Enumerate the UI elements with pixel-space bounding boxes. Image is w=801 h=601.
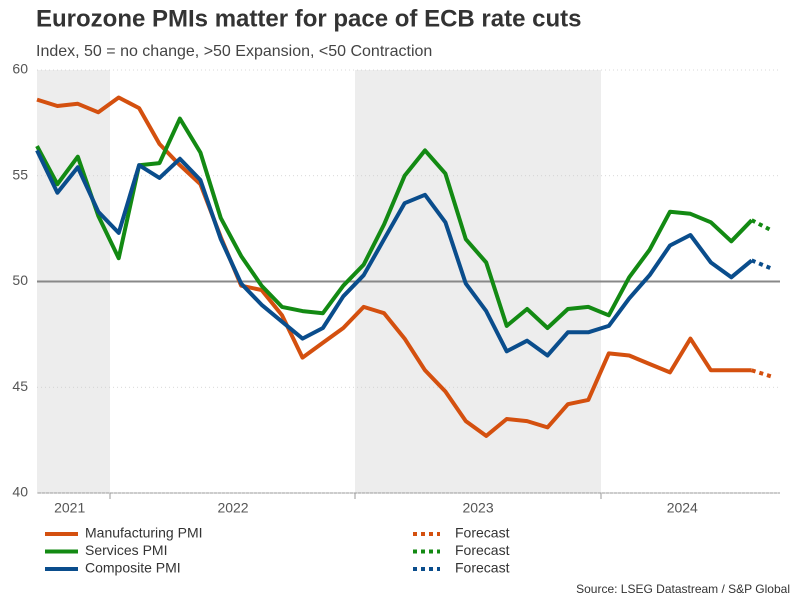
x-tick-label: 2022 bbox=[217, 500, 248, 516]
legend-label: Forecast bbox=[455, 525, 510, 541]
series-line bbox=[35, 149, 753, 358]
x-tick-label: 2021 bbox=[54, 500, 85, 516]
y-tick-label: 50 bbox=[12, 272, 28, 288]
y-tick-label: 60 bbox=[12, 61, 28, 77]
y-tick-label: 40 bbox=[12, 484, 28, 500]
series-line bbox=[751, 368, 773, 379]
chart-subtitle: Index, 50 = no change, >50 Expansion, <5… bbox=[36, 43, 432, 60]
source: Source: LSEG Datastream / S&P Global bbox=[576, 582, 790, 596]
legend-label: Manufacturing PMI bbox=[85, 525, 203, 541]
legend-label: Services PMI bbox=[85, 542, 167, 558]
x-tick-label: 2024 bbox=[667, 500, 698, 516]
series-line bbox=[36, 95, 752, 438]
legend-label: Composite PMI bbox=[85, 560, 181, 576]
x-tick-label: 2023 bbox=[462, 500, 493, 516]
series-line bbox=[35, 116, 754, 330]
y-tick-label: 45 bbox=[12, 378, 28, 394]
chart-title: Eurozone PMIs matter for pace of ECB rat… bbox=[36, 5, 581, 32]
y-tick-label: 55 bbox=[12, 166, 28, 182]
series-line bbox=[750, 218, 774, 233]
series-line bbox=[750, 258, 773, 271]
legend-label: Forecast bbox=[455, 542, 510, 558]
legend-label: Forecast bbox=[455, 560, 510, 576]
